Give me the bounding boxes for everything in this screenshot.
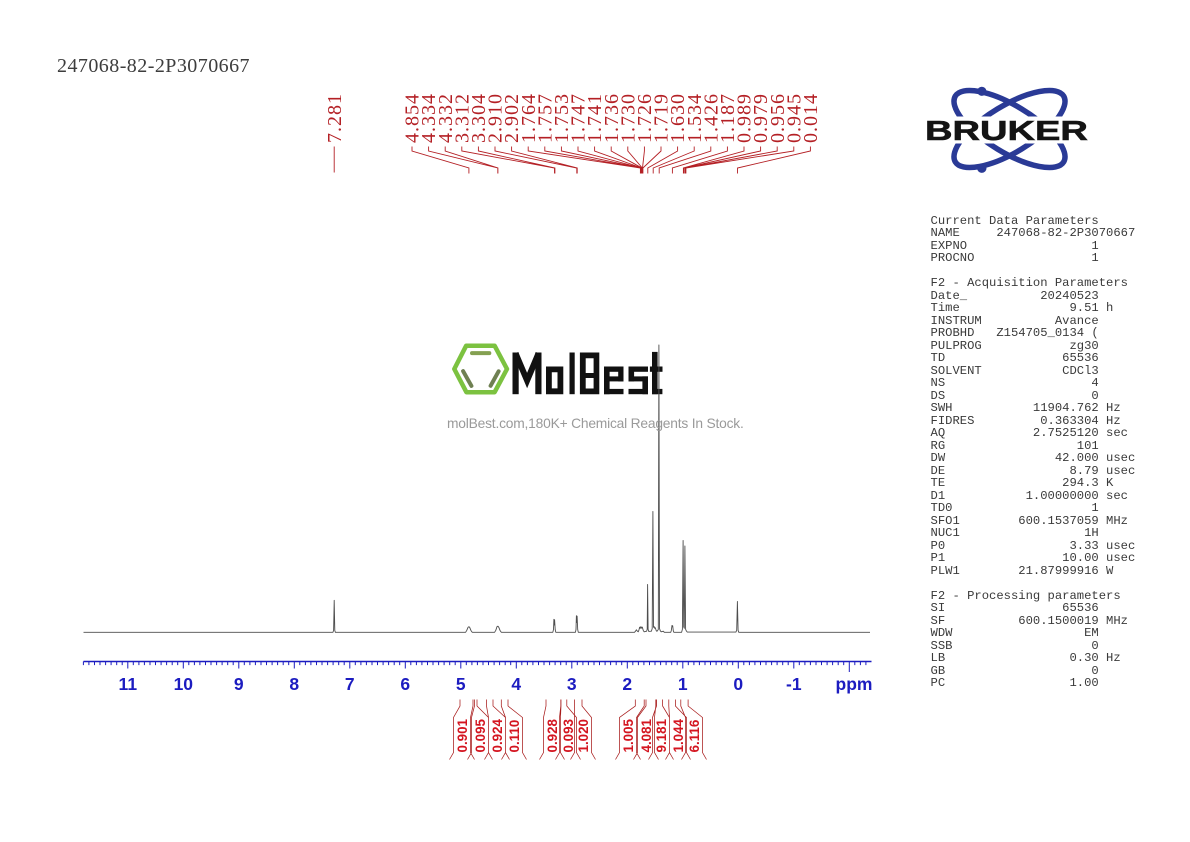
svg-text:9.181: 9.181	[654, 718, 669, 752]
svg-text:0.095: 0.095	[473, 718, 488, 752]
svg-text:7.281: 7.281	[324, 93, 346, 143]
svg-text:0.924: 0.924	[490, 718, 505, 752]
svg-text:1: 1	[678, 674, 688, 694]
svg-text:0.945: 0.945	[783, 93, 805, 143]
svg-text:11: 11	[119, 674, 138, 694]
svg-text:4.854: 4.854	[402, 93, 424, 143]
svg-text:10: 10	[174, 674, 194, 694]
svg-text:3.312: 3.312	[451, 93, 473, 143]
svg-text:6.116: 6.116	[687, 720, 702, 753]
svg-text:5: 5	[456, 674, 466, 694]
svg-text:0.110: 0.110	[507, 720, 522, 753]
svg-text:-1: -1	[786, 674, 802, 694]
svg-text:BRUKER: BRUKER	[925, 116, 1088, 147]
svg-text:0: 0	[733, 674, 743, 694]
svg-text:7: 7	[345, 674, 355, 694]
svg-text:0.979: 0.979	[750, 93, 772, 143]
svg-text:1.426: 1.426	[700, 93, 722, 143]
svg-text:1.719: 1.719	[651, 93, 673, 143]
svg-text:1.726: 1.726	[634, 93, 656, 143]
svg-text:1.736: 1.736	[601, 93, 623, 143]
svg-text:1.020: 1.020	[576, 719, 591, 753]
svg-text:9: 9	[234, 674, 244, 694]
svg-text:ppm: ppm	[836, 674, 873, 694]
svg-text:1.764: 1.764	[518, 93, 540, 143]
svg-text:1.630: 1.630	[667, 93, 689, 143]
svg-text:0.901: 0.901	[455, 718, 470, 752]
svg-text:3: 3	[567, 674, 577, 694]
svg-text:4.081: 4.081	[639, 718, 654, 752]
svg-text:2.910: 2.910	[485, 93, 507, 143]
svg-text:1.534: 1.534	[684, 93, 706, 143]
svg-text:4: 4	[511, 674, 521, 694]
svg-text:0.989: 0.989	[734, 93, 756, 143]
svg-text:2.902: 2.902	[501, 93, 523, 143]
svg-text:0.093: 0.093	[561, 719, 576, 753]
svg-text:0.014: 0.014	[800, 93, 822, 143]
svg-text:1.730: 1.730	[617, 93, 639, 143]
svg-text:1.044: 1.044	[671, 718, 686, 752]
svg-text:1.757: 1.757	[534, 93, 556, 143]
svg-text:3.304: 3.304	[468, 93, 490, 143]
svg-text:0.928: 0.928	[545, 718, 560, 752]
svg-text:1.741: 1.741	[584, 93, 606, 143]
svg-text:1.747: 1.747	[568, 93, 590, 143]
svg-text:6: 6	[400, 674, 410, 694]
svg-text:2: 2	[622, 674, 632, 694]
svg-text:8: 8	[289, 674, 299, 694]
svg-text:4.334: 4.334	[418, 93, 440, 143]
svg-text:1.005: 1.005	[621, 718, 636, 752]
svg-text:0.956: 0.956	[767, 93, 789, 143]
svg-text:1.753: 1.753	[551, 93, 573, 143]
svg-text:4.332: 4.332	[435, 93, 457, 143]
svg-text:1.187: 1.187	[717, 93, 739, 143]
